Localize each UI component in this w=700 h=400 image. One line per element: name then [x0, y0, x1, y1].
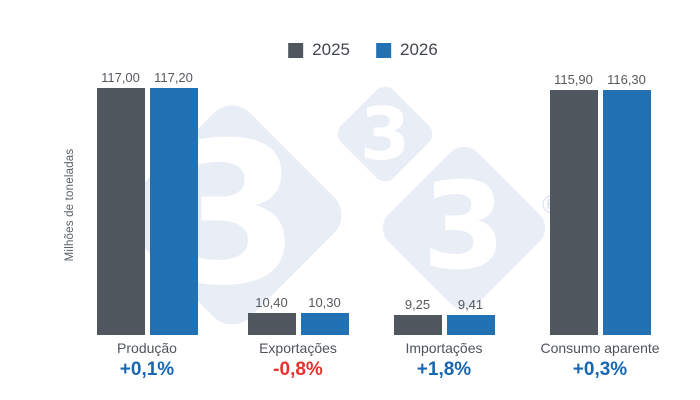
category-label: Importações [405, 340, 483, 356]
chart-group: 10,40 10,30 Exportações -0,8% [247, 0, 349, 400]
bar-column: 116,30 [602, 71, 651, 335]
delta-label: -0,8% [273, 359, 323, 380]
delta-label: +0,3% [572, 359, 628, 380]
bar-column: 115,90 [549, 72, 598, 335]
bar-2026 [300, 313, 349, 335]
chart-group: 9,25 9,41 Importações +1,8% [393, 0, 495, 400]
bar-2025 [393, 315, 442, 335]
legend-item-2026: 2026 [376, 40, 438, 60]
bar-column: 10,30 [300, 295, 349, 335]
value-label: 117,20 [154, 69, 193, 85]
chart-group: 117,00 117,20 Produção +0,1% [96, 0, 198, 400]
bar-column: 9,25 [393, 297, 442, 335]
value-label: 115,90 [554, 72, 593, 88]
bar-2026 [602, 89, 651, 335]
bar-column: 9,41 [446, 297, 495, 335]
bar-2025 [247, 313, 296, 335]
legend: 2025 2026 [288, 40, 438, 60]
bar-pair: 117,00 117,20 [96, 69, 198, 335]
category-label: Exportações [259, 340, 337, 356]
delta-label: +1,8% [416, 359, 472, 380]
bar-column: 117,20 [149, 69, 198, 335]
chart-group: 115,90 116,30 Consumo aparente +0,3% [540, 0, 659, 400]
bar-2026 [149, 87, 198, 335]
value-label: 10,40 [255, 295, 288, 311]
legend-label-2026: 2026 [400, 40, 438, 59]
legend-item-2025: 2025 [288, 40, 350, 60]
category-label: Produção [117, 340, 177, 356]
value-label: 116,30 [607, 71, 646, 87]
bar-column: 10,40 [247, 295, 296, 335]
bar-pair: 9,25 9,41 [393, 297, 495, 335]
legend-swatch-2026 [376, 42, 391, 58]
bar-2025 [96, 88, 145, 335]
bar-column: 117,00 [96, 70, 145, 335]
category-label: Consumo aparente [540, 340, 660, 356]
bar-pair: 115,90 116,30 [549, 71, 651, 335]
legend-label-2025: 2025 [312, 40, 350, 59]
bar-pair: 10,40 10,30 [247, 295, 349, 335]
delta-label: +0,1% [119, 359, 175, 380]
value-label: 117,00 [101, 70, 140, 86]
value-label: 9,41 [457, 297, 484, 313]
y-axis-label: Milhões de toneladas [64, 148, 76, 262]
value-label: 10,30 [308, 295, 341, 311]
legend-swatch-2025 [288, 42, 304, 58]
value-label: 9,25 [404, 297, 431, 313]
bar-2026 [446, 315, 495, 335]
bar-2025 [549, 90, 598, 335]
